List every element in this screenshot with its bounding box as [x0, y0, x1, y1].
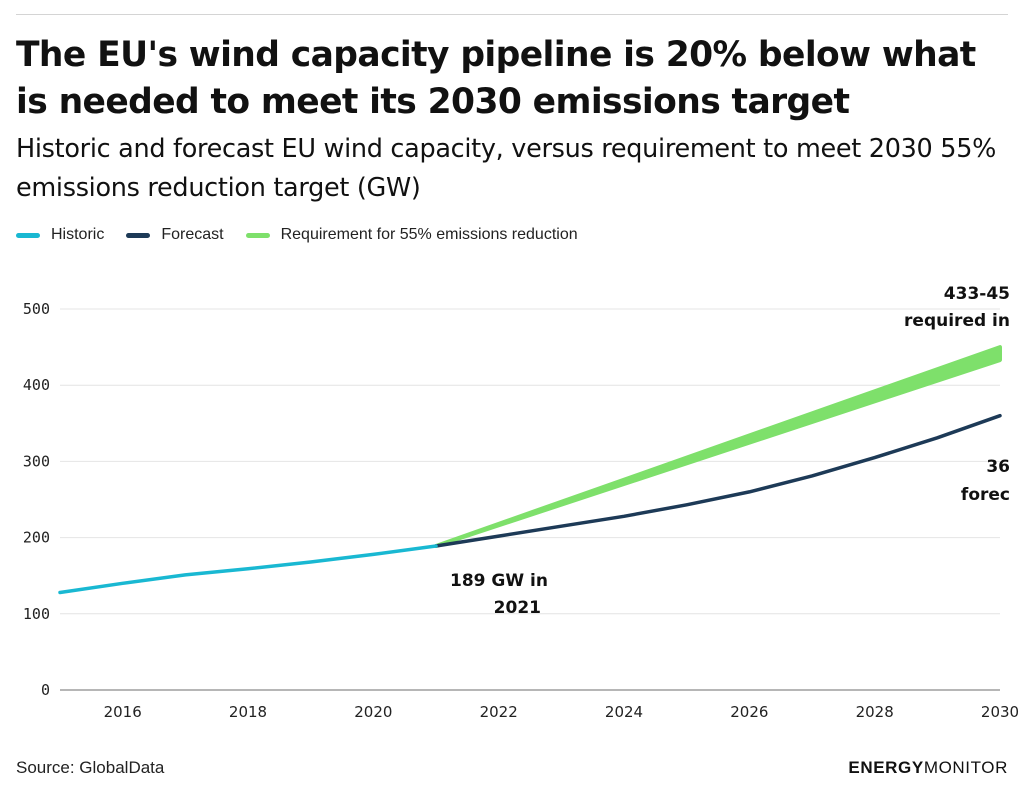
- annotation-requirement-line1: 433-45: [944, 284, 1010, 304]
- x-tick-label: 2020: [354, 703, 392, 721]
- x-tick-label: 2022: [480, 703, 518, 721]
- brand-logo-regular: MONITOR: [923, 758, 1008, 777]
- legend-label-requirement: Requirement for 55% emissions reduction: [280, 226, 578, 243]
- x-tick-label: 2016: [104, 703, 142, 721]
- chart-title: The EU's wind capacity pipeline is 20% b…: [16, 35, 976, 122]
- annotation-2021-line1: 189 GW in: [450, 571, 548, 591]
- x-tick-label: 2018: [229, 703, 267, 721]
- legend-item-historic: Historic: [16, 226, 104, 244]
- top-rule: [16, 14, 1008, 15]
- y-tick-label: 500: [23, 300, 50, 318]
- x-tick-label: 2028: [856, 703, 894, 721]
- annotation-2021-line2: 2021: [494, 598, 541, 618]
- legend-label-forecast: Forecast: [161, 226, 224, 243]
- legend-label-historic: Historic: [51, 226, 105, 243]
- historic-line: [58, 544, 438, 595]
- annotation-forecast-line2: forec: [961, 485, 1010, 505]
- y-tick-label: 200: [23, 529, 50, 547]
- legend-item-requirement: Requirement for 55% emissions reduction: [245, 226, 578, 244]
- annotation-requirement-line2: required in: [904, 311, 1010, 331]
- forecast-line: [434, 413, 1002, 548]
- x-tick-label: 2030: [981, 703, 1019, 721]
- y-tick-label: 300: [23, 452, 50, 470]
- requirement-band: [434, 345, 1002, 548]
- chart-subtitle: Historic and forecast EU wind capacity, …: [16, 134, 997, 203]
- brand-logo: ENERGYMONITOR: [848, 758, 1008, 778]
- legend-item-forecast: Forecast: [126, 226, 224, 244]
- x-tick-label: 2024: [605, 703, 643, 721]
- x-tick-label: 2026: [730, 703, 768, 721]
- y-tick-label: 0: [41, 681, 50, 699]
- legend-swatch-forecast: [126, 232, 151, 238]
- legend-swatch-requirement: [245, 232, 270, 238]
- annotation-forecast-line1: 36: [986, 457, 1010, 477]
- brand-logo-bold: ENERGY: [848, 758, 924, 777]
- source-note: Source: GlobalData: [16, 758, 165, 777]
- legend: Historic Forecast Requirement for 55% em…: [16, 226, 600, 244]
- y-tick-label: 100: [23, 605, 50, 623]
- legend-swatch-historic: [16, 232, 40, 238]
- y-tick-label: 400: [23, 376, 50, 394]
